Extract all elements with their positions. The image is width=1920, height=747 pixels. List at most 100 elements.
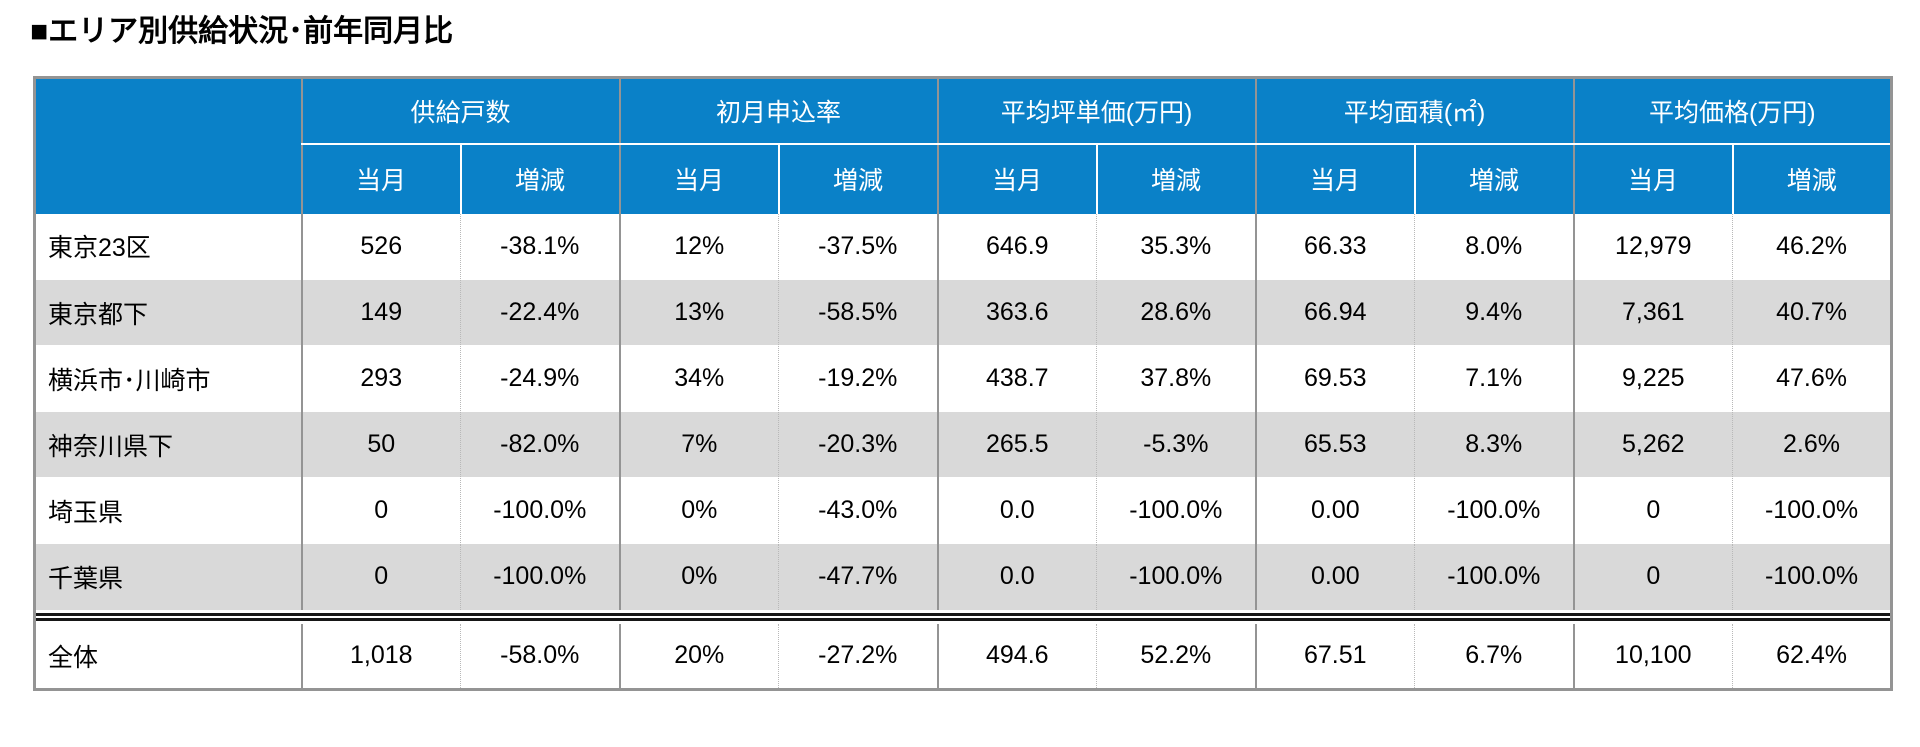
cell-price-change: 2.6% xyxy=(1732,411,1892,478)
cell-rate-change: -20.3% xyxy=(778,411,938,478)
cell-area-change: 7.1% xyxy=(1414,345,1574,412)
cell-tsubo-price-change: -100.0% xyxy=(1096,543,1256,610)
page: ■エリア別供給状況･前年同月比 供給戸数 初月申込率 平均坪単価(万円) 平均面… xyxy=(0,14,1920,691)
cell-price-change: 46.2% xyxy=(1732,213,1892,280)
cell-price-change: -100.0% xyxy=(1732,477,1892,544)
cell-supply-change: -82.0% xyxy=(459,411,620,478)
table-header-subcolumns: 当月 増減 当月 増減 当月 増減 当月 増減 当月 増減 xyxy=(35,143,1892,214)
cell-rate-current: 0% xyxy=(618,477,779,544)
cell-supply-current: 0 xyxy=(300,543,461,610)
table-row-tokyo-toka: 東京都下 149 -22.4% 13% -58.5% 363.6 28.6% 6… xyxy=(34,279,1892,346)
row-label: 東京23区 xyxy=(34,213,302,280)
cell-supply-change: -100.0% xyxy=(459,543,620,610)
col-group-first-month-application-rate: 初月申込率 xyxy=(618,77,938,145)
table-header: 供給戸数 初月申込率 平均坪単価(万円) 平均面積(㎡) 平均価格(万円) 当月… xyxy=(34,77,1892,214)
cell-supply-current: 149 xyxy=(300,279,461,346)
total-separator-double-rule xyxy=(34,609,1892,624)
cell-area-current: 0.00 xyxy=(1254,543,1415,610)
row-label: 横浜市･川崎市 xyxy=(34,345,302,412)
cell-supply-current: 526 xyxy=(300,213,461,280)
subheader-supply-change: 増減 xyxy=(459,143,620,214)
cell-tsubo-price-change: -5.3% xyxy=(1096,411,1256,478)
subheader-area-current: 当月 xyxy=(1254,143,1415,214)
subheader-area-change: 増減 xyxy=(1413,143,1574,214)
subheader-price-current: 当月 xyxy=(1572,143,1733,214)
subheader-supply-current: 当月 xyxy=(300,143,461,214)
cell-rate-change: -47.7% xyxy=(778,543,938,610)
cell-rate-change: -37.5% xyxy=(778,213,938,280)
subheader-rate-change: 増減 xyxy=(777,143,938,214)
col-group-supply-units: 供給戸数 xyxy=(300,77,620,145)
cell-supply-change: -100.0% xyxy=(459,477,620,544)
cell-area-change: 8.3% xyxy=(1414,411,1574,478)
cell-supply-current: 50 xyxy=(300,411,461,478)
cell-price-change: 62.4% xyxy=(1732,623,1892,690)
cell-area-current: 69.53 xyxy=(1254,345,1415,412)
cell-price-change: 40.7% xyxy=(1732,279,1892,346)
area-supply-table: 供給戸数 初月申込率 平均坪単価(万円) 平均面積(㎡) 平均価格(万円) 当月… xyxy=(33,76,1894,691)
cell-area-change: 8.0% xyxy=(1414,213,1574,280)
cell-price-current: 7,361 xyxy=(1572,279,1733,346)
subheader-tsubo-price-current: 当月 xyxy=(936,143,1097,214)
cell-area-change: -100.0% xyxy=(1414,543,1574,610)
cell-price-current: 5,262 xyxy=(1572,411,1733,478)
cell-tsubo-price-current: 0.0 xyxy=(936,543,1097,610)
cell-area-change: -100.0% xyxy=(1414,477,1574,544)
cell-area-change: 9.4% xyxy=(1414,279,1574,346)
cell-rate-change: -19.2% xyxy=(778,345,938,412)
table-body: 東京23区 526 -38.1% 12% -37.5% 646.9 35.3% … xyxy=(34,213,1892,624)
cell-price-current: 9,225 xyxy=(1572,345,1733,412)
cell-tsubo-price-change: 28.6% xyxy=(1096,279,1256,346)
cell-price-change: 47.6% xyxy=(1732,345,1892,412)
cell-price-current: 0 xyxy=(1572,543,1733,610)
cell-tsubo-price-change: 52.2% xyxy=(1096,623,1256,690)
cell-rate-current: 12% xyxy=(618,213,779,280)
cell-rate-change: -58.5% xyxy=(778,279,938,346)
cell-area-current: 65.53 xyxy=(1254,411,1415,478)
col-group-avg-area: 平均面積(㎡) xyxy=(1254,77,1574,145)
cell-rate-current: 7% xyxy=(618,411,779,478)
cell-supply-current: 0 xyxy=(300,477,461,544)
subheader-price-change: 増減 xyxy=(1731,143,1892,214)
cell-price-current: 10,100 xyxy=(1572,623,1733,690)
cell-area-change: 6.7% xyxy=(1414,623,1574,690)
cell-supply-change: -58.0% xyxy=(459,623,620,690)
subheader-rate-current: 当月 xyxy=(618,143,779,214)
cell-rate-change: -43.0% xyxy=(778,477,938,544)
cell-rate-change: -27.2% xyxy=(778,623,938,690)
cell-supply-change: -24.9% xyxy=(459,345,620,412)
col-group-avg-price: 平均価格(万円) xyxy=(1572,77,1892,145)
cell-price-change: -100.0% xyxy=(1732,543,1892,610)
cell-tsubo-price-current: 494.6 xyxy=(936,623,1097,690)
row-label: 埼玉県 xyxy=(34,477,302,544)
cell-rate-current: 0% xyxy=(618,543,779,610)
cell-price-current: 0 xyxy=(1572,477,1733,544)
cell-tsubo-price-current: 0.0 xyxy=(936,477,1097,544)
row-label: 神奈川県下 xyxy=(34,411,302,478)
cell-area-current: 66.94 xyxy=(1254,279,1415,346)
cell-area-current: 0.00 xyxy=(1254,477,1415,544)
table-row-total: 全体 1,018 -58.0% 20% -27.2% 494.6 52.2% 6… xyxy=(34,623,1892,690)
cell-tsubo-price-current: 438.7 xyxy=(936,345,1097,412)
cell-rate-current: 34% xyxy=(618,345,779,412)
table-header-groups: 供給戸数 初月申込率 平均坪単価(万円) 平均面積(㎡) 平均価格(万円) xyxy=(34,77,1892,214)
corner-cell xyxy=(34,77,302,214)
cell-tsubo-price-change: 35.3% xyxy=(1096,213,1256,280)
table-row-tokyo-23ku: 東京23区 526 -38.1% 12% -37.5% 646.9 35.3% … xyxy=(34,213,1892,280)
cell-rate-current: 20% xyxy=(618,623,779,690)
cell-supply-current: 1,018 xyxy=(300,623,461,690)
row-label: 東京都下 xyxy=(34,279,302,346)
cell-tsubo-price-current: 265.5 xyxy=(936,411,1097,478)
cell-supply-current: 293 xyxy=(300,345,461,412)
col-group-avg-tsubo-price: 平均坪単価(万円) xyxy=(936,77,1256,145)
cell-price-current: 12,979 xyxy=(1572,213,1733,280)
cell-tsubo-price-change: 37.8% xyxy=(1096,345,1256,412)
table-row-kanagawa-kenka: 神奈川県下 50 -82.0% 7% -20.3% 265.5 -5.3% 65… xyxy=(34,411,1892,478)
double-rule xyxy=(34,609,1892,624)
page-title: ■エリア別供給状況･前年同月比 xyxy=(30,15,454,48)
cell-tsubo-price-current: 646.9 xyxy=(936,213,1097,280)
row-label: 千葉県 xyxy=(34,543,302,610)
table-row-saitama: 埼玉県 0 -100.0% 0% -43.0% 0.0 -100.0% 0.00… xyxy=(34,477,1892,544)
cell-rate-current: 13% xyxy=(618,279,779,346)
cell-supply-change: -22.4% xyxy=(459,279,620,346)
